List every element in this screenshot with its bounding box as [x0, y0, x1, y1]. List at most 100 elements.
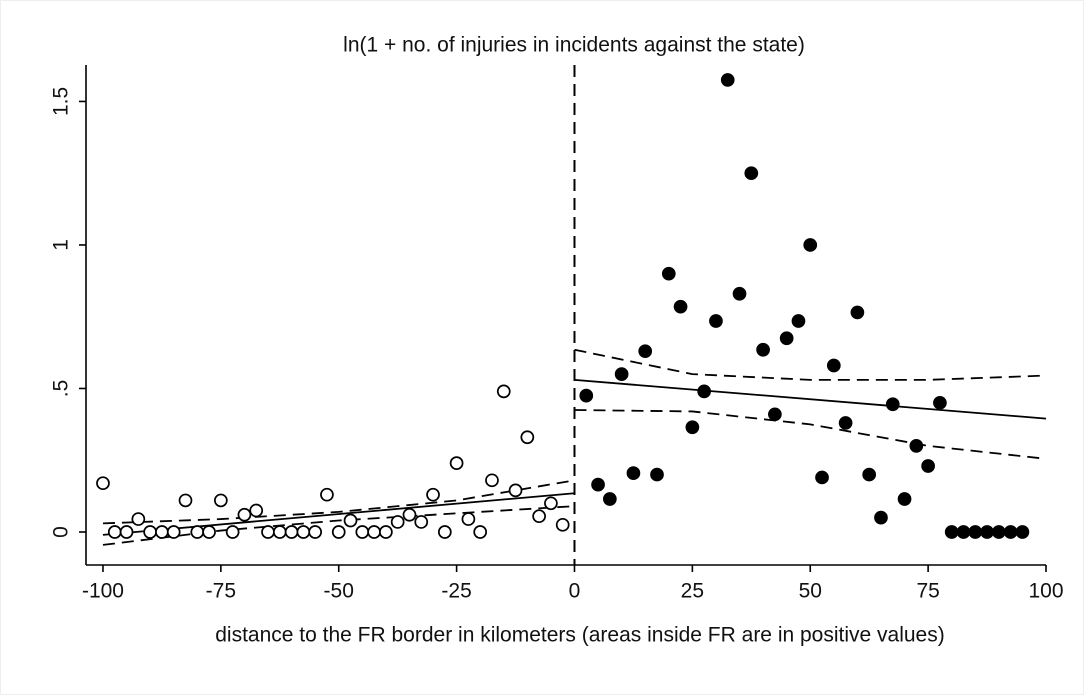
data-point: [308, 525, 323, 539]
data-point: [933, 395, 947, 410]
data-point: [225, 525, 240, 539]
x-tick-label: 100: [1028, 580, 1063, 603]
x-tick-label: 50: [799, 580, 822, 603]
fit-line: [102, 492, 575, 536]
data-point: [944, 525, 959, 539]
data-point: [921, 459, 935, 473]
data-point: [756, 342, 770, 357]
data-point: [956, 525, 971, 539]
data-point: [131, 512, 146, 526]
data-point: [296, 525, 311, 539]
data-point: [320, 487, 334, 502]
data-point: [991, 525, 1006, 539]
data-point: [143, 525, 157, 539]
y-tick-label: 1.5: [50, 87, 73, 116]
y-tick-label: 0: [50, 526, 73, 538]
data-point: [1015, 525, 1030, 539]
data-point: [284, 525, 299, 539]
x-tick-label: -50: [324, 580, 354, 603]
x-tick-label: 75: [916, 580, 939, 603]
fit-line: [574, 409, 1047, 460]
data-point: [461, 512, 476, 526]
data-point: [768, 407, 782, 422]
fit-line: [102, 479, 575, 525]
data-point: [249, 503, 264, 518]
data-point: [178, 493, 193, 508]
x-tick-label: -100: [82, 580, 124, 603]
data-point: [402, 507, 417, 522]
data-point: [980, 525, 994, 539]
data-point: [803, 238, 818, 252]
data-point: [426, 487, 440, 502]
fit-line: [574, 378, 1047, 420]
data-point: [520, 430, 535, 445]
data-point: [874, 510, 888, 525]
data-point: [485, 473, 499, 488]
data-point: [603, 492, 617, 506]
data-point: [732, 286, 747, 301]
data-point: [532, 509, 546, 524]
chart-title: ln(1 + no. of injuries in incidents agai…: [343, 34, 805, 57]
data-point: [1003, 525, 1018, 539]
data-point: [166, 525, 181, 539]
data-point: [591, 477, 605, 492]
data-point: [685, 420, 700, 435]
data-point: [673, 299, 688, 314]
data-point: [826, 358, 841, 373]
fit-line: [574, 348, 1047, 381]
data-point: [155, 525, 169, 539]
data-point: [850, 305, 865, 320]
data-point: [638, 344, 653, 359]
data-point: [709, 314, 723, 328]
data-point: [838, 416, 853, 430]
data-point: [379, 525, 393, 539]
data-point: [190, 525, 205, 539]
data-point: [202, 525, 216, 539]
data-point: [272, 525, 287, 539]
data-point: [720, 73, 735, 87]
data-point: [626, 466, 641, 481]
data-point: [96, 476, 110, 491]
y-tick-label: .5: [50, 380, 73, 398]
data-point: [214, 493, 228, 508]
data-point: [331, 525, 346, 539]
data-point: [779, 331, 794, 346]
data-point: [815, 470, 829, 485]
data-point: [791, 314, 806, 328]
data-point: [697, 384, 712, 399]
data-point: [650, 467, 664, 482]
data-point: [897, 492, 912, 506]
data-point: [390, 515, 405, 529]
data-point: [909, 439, 924, 453]
data-point: [437, 525, 452, 539]
data-point: [661, 266, 676, 281]
x-tick-label: 0: [569, 580, 581, 603]
x-axis-label: distance to the FR border in kilometers …: [215, 624, 944, 647]
data-point: [119, 525, 134, 539]
data-point: [614, 367, 629, 381]
y-tick-label: 1: [50, 239, 73, 251]
data-point: [107, 525, 122, 539]
data-point: [508, 483, 523, 498]
data-point: [968, 525, 983, 539]
x-tick-label: 25: [681, 580, 704, 603]
x-tick-label: -25: [441, 580, 471, 603]
x-tick-label: -75: [206, 580, 236, 603]
fit-line: [102, 505, 575, 546]
data-point: [544, 496, 558, 511]
data-point: [555, 517, 570, 532]
data-point: [367, 525, 381, 539]
data-point: [261, 525, 275, 539]
data-point: [885, 397, 900, 412]
data-point: [237, 507, 252, 522]
data-point: [449, 456, 464, 470]
data-point: [473, 525, 488, 539]
data-point: [496, 384, 511, 399]
data-point: [414, 515, 429, 529]
data-point: [579, 388, 594, 403]
data-point: [862, 467, 877, 482]
data-point: [343, 513, 358, 528]
